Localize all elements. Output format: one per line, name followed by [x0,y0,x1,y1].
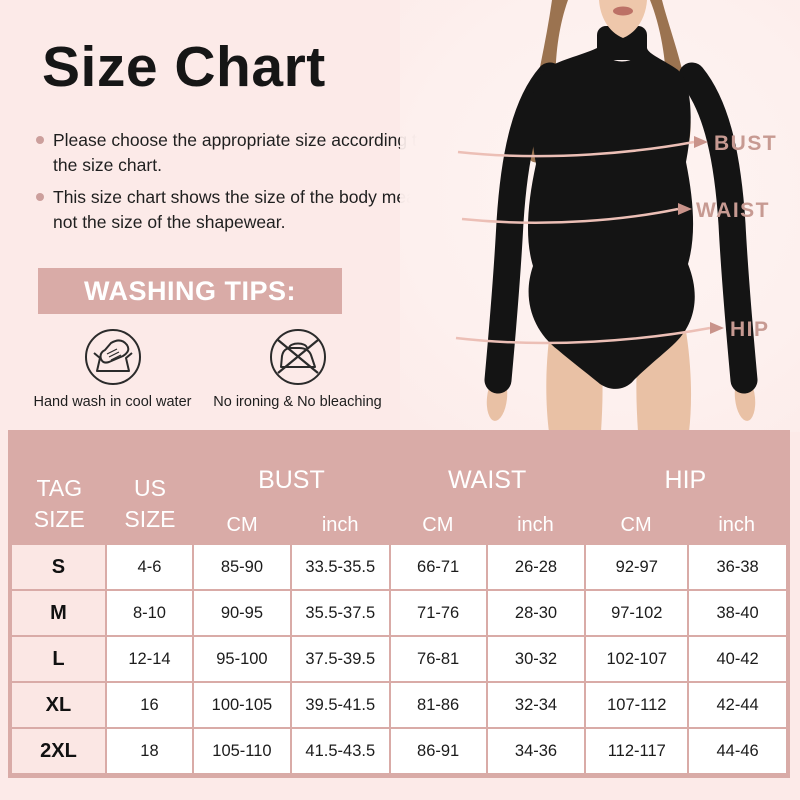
cell-hip-cm: 92-97 [586,545,688,589]
cell-bust-cm: 85-90 [194,545,290,589]
col-header-tag-size: TAG SIZE [12,430,107,543]
cell-tag: M [12,591,105,635]
col-header-waist-cm: CM [422,514,454,536]
cell-waist-cm: 71-76 [390,591,486,635]
hip-line [455,326,711,345]
table-row-xl: XL 16 100-105 39.5-41.5 81-86 32-34 107-… [12,681,786,727]
col-group-bust: BUST [258,466,325,494]
lips [613,6,633,16]
cell-us: 4-6 [106,545,193,589]
cell-tag: XL [12,683,105,727]
cell-bust-inch: 35.5-37.5 [291,591,389,635]
cell-bust-inch: 41.5-43.5 [291,729,389,773]
col-header-bust-cm: CM [226,514,258,536]
cell-waist-cm: 66-71 [390,545,486,589]
col-header-waist-inch: inch [517,514,554,536]
bullet-dot [36,136,44,144]
hip-label: HIP [730,318,770,341]
cell-waist-inch: 34-36 [487,729,585,773]
col-group-waist: WAIST [448,466,527,494]
size-table-body: S 4-6 85-90 33.5-35.5 66-71 26-28 92-97 … [8,543,790,773]
washing-tip-hand-wash: Hand wash in cool water [20,326,205,410]
model-photo: BUST WAIST HIP [400,0,800,432]
cell-hip-inch: 36-38 [689,545,786,589]
size-table: TAG SIZE US SIZE BUST WAIST HIP CM inch … [8,430,790,778]
model-illustration: BUST WAIST HIP [455,0,777,432]
header-line: US [133,474,166,501]
cell-tag: L [12,637,105,681]
bullet-dot [36,193,44,201]
cell-waist-inch: 30-32 [487,637,585,681]
cell-hip-inch: 38-40 [689,591,786,635]
cell-waist-cm: 76-81 [390,637,486,681]
col-group-hip: HIP [664,466,707,494]
cell-waist-inch: 28-30 [487,591,585,635]
washing-tips-banner: WASHING TIPS: [38,268,342,314]
cell-waist-inch: 26-28 [487,545,585,589]
cell-hip-inch: 42-44 [689,683,786,727]
tip-label: No ironing & No bleaching [213,394,382,410]
cell-waist-inch: 32-34 [487,683,585,727]
cell-hip-cm: 107-112 [586,683,688,727]
note-item: This size chart shows the size of the bo… [36,185,506,235]
cell-bust-cm: 95-100 [194,637,290,681]
cell-bust-inch: 37.5-39.5 [291,637,389,681]
cell-hip-inch: 40-42 [689,637,786,681]
cell-us: 8-10 [106,591,193,635]
note-line: Please choose the appropriate size accor… [53,130,427,150]
cell-hip-inch: 44-46 [689,729,786,773]
note-line: not the size of the shapewear. [53,212,286,232]
cell-hip-cm: 112-117 [586,729,688,773]
cell-hip-cm: 102-107 [586,637,688,681]
notes-list: Please choose the appropriate size accor… [36,128,506,242]
cell-tag: 2XL [12,729,105,773]
cell-bust-inch: 39.5-41.5 [291,683,389,727]
hand-wash-icon [84,329,141,385]
washing-tips-row: Hand wash in cool water No ironing & No … [20,326,400,410]
note-item: Please choose the appropriate size accor… [36,128,506,178]
note-line: This size chart shows the size of the bo… [53,187,503,207]
no-ironing-icon [269,329,326,385]
cell-waist-cm: 81-86 [390,683,486,727]
tip-label: Hand wash in cool water [33,394,192,410]
cell-tag: S [12,545,105,589]
bust-label: BUST [714,132,777,155]
cell-bust-cm: 100-105 [194,683,290,727]
waist-label: WAIST [696,199,770,222]
bust-arrow-icon [694,136,708,148]
waist-line [461,207,679,224]
table-row-l: L 12-14 95-100 37.5-39.5 76-81 30-32 102… [12,635,786,681]
waist-arrow-icon [678,203,692,215]
col-header-hip-inch: inch [718,514,756,536]
cell-hip-cm: 97-102 [586,591,688,635]
cell-bust-cm: 105-110 [194,729,290,773]
cell-us: 18 [106,729,193,773]
page-title: Size Chart [42,35,326,99]
col-header-bust-inch: inch [321,514,359,536]
face-chin [599,0,647,38]
cell-waist-cm: 86-91 [390,729,486,773]
turtleneck-collar [597,26,647,60]
header-line: SIZE [33,505,85,532]
col-header-hip-cm: CM [620,514,652,536]
cell-us: 16 [106,683,193,727]
col-header-us-size: US SIZE [107,430,194,543]
washing-tip-no-ironing: No ironing & No bleaching [205,326,390,410]
header-line: TAG [36,474,83,501]
table-row-s: S 4-6 85-90 33.5-35.5 66-71 26-28 92-97 … [12,543,786,589]
arm-right [678,62,758,394]
header-line: SIZE [124,505,176,532]
note-line: the size chart. [53,155,162,175]
table-row-m: M 8-10 90-95 35.5-37.5 71-76 28-30 97-10… [12,589,786,635]
bust-line [457,140,695,158]
cell-bust-inch: 33.5-35.5 [291,545,389,589]
table-row-2xl: 2XL 18 105-110 41.5-43.5 86-91 34-36 112… [12,727,786,773]
cell-bust-cm: 90-95 [194,591,290,635]
cell-us: 12-14 [106,637,193,681]
hip-arrow-icon [710,322,724,334]
size-table-header: TAG SIZE US SIZE BUST WAIST HIP CM inch … [8,430,790,543]
